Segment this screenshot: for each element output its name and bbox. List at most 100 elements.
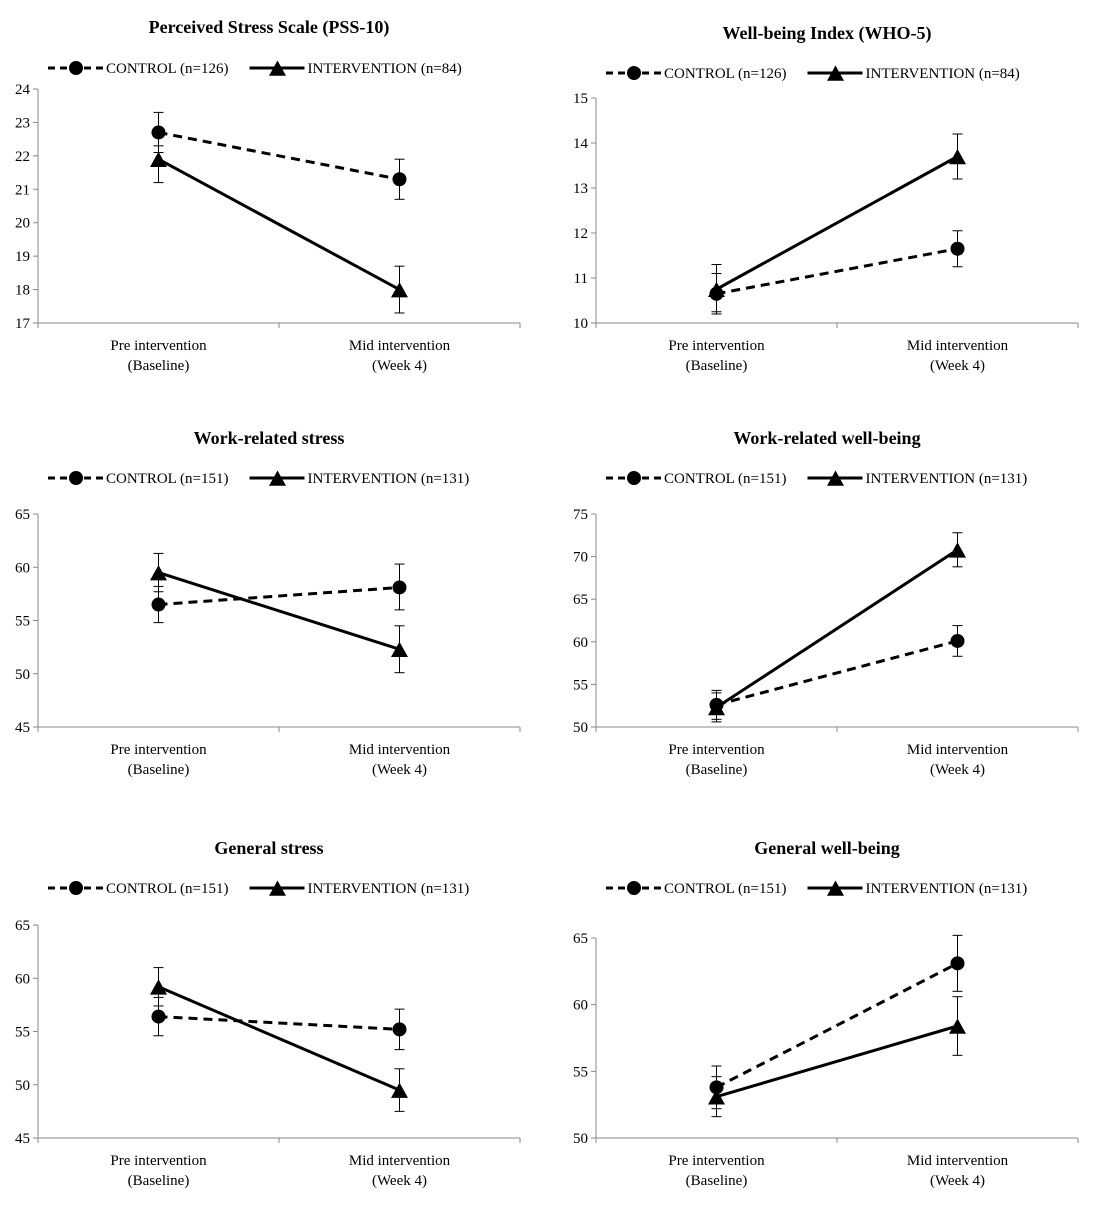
y-tick-label: 23 bbox=[15, 115, 30, 131]
y-tick-label: 55 bbox=[573, 677, 588, 693]
series-line bbox=[716, 1024, 958, 1099]
data-point bbox=[150, 979, 167, 995]
legend-marker-control bbox=[627, 881, 641, 895]
y-tick-label: 65 bbox=[15, 918, 30, 934]
y-tick-label: 50 bbox=[15, 667, 30, 683]
legend-label-control: CONTROL (n=126) bbox=[664, 66, 786, 82]
chart-panel-6: General well-being CONTROL (n=151) INTERVE… bbox=[573, 838, 1079, 1189]
legend-marker-intervention bbox=[269, 60, 286, 76]
series-line bbox=[715, 961, 959, 1089]
x-tick-label: (Week 4) bbox=[930, 762, 985, 778]
chart-title: Well-being Index (WHO-5) bbox=[722, 23, 931, 44]
y-tick-label: 60 bbox=[15, 560, 30, 576]
legend-label-control: CONTROL (n=151) bbox=[664, 881, 786, 897]
series-control bbox=[709, 934, 965, 1110]
legend-label-control: CONTROL (n=151) bbox=[106, 471, 228, 487]
y-tick-label: 20 bbox=[15, 216, 30, 232]
legend-marker-intervention bbox=[827, 65, 844, 81]
data-point bbox=[708, 281, 725, 298]
series-line bbox=[157, 985, 401, 1092]
data-point bbox=[150, 151, 167, 167]
data-point bbox=[950, 633, 965, 648]
legend-label-control: CONTROL (n=126) bbox=[106, 61, 228, 77]
y-tick-label: 10 bbox=[573, 316, 588, 332]
series-line bbox=[716, 247, 958, 296]
x-tick-label: (Week 4) bbox=[372, 762, 427, 778]
data-point bbox=[392, 580, 407, 595]
y-tick-label: 45 bbox=[15, 720, 30, 736]
legend-label-intervention: INTERVENTION (n=131) bbox=[866, 471, 1028, 487]
y-tick-label: 60 bbox=[573, 998, 588, 1014]
x-tick-label: (Week 4) bbox=[372, 1173, 427, 1189]
x-tick-label: Mid intervention bbox=[907, 742, 1009, 758]
data-point bbox=[150, 565, 167, 581]
series-control bbox=[709, 625, 965, 720]
data-point bbox=[950, 241, 965, 256]
x-tick-label: Pre intervention bbox=[110, 1153, 207, 1169]
series-line bbox=[158, 1015, 400, 1031]
series-control bbox=[151, 111, 407, 200]
y-tick-label: 18 bbox=[15, 283, 30, 299]
chart-title: Work-related well-being bbox=[733, 428, 920, 448]
y-tick-label: 13 bbox=[573, 181, 588, 197]
data-point bbox=[708, 1089, 725, 1105]
y-tick-label: 65 bbox=[573, 931, 588, 947]
legend-marker-control bbox=[69, 471, 83, 485]
legend-marker-intervention bbox=[269, 880, 286, 896]
x-tick-label: (Week 4) bbox=[930, 1173, 985, 1189]
data-point bbox=[949, 542, 966, 558]
data-point bbox=[151, 125, 166, 140]
series-intervention bbox=[150, 552, 408, 674]
y-tick-label: 55 bbox=[573, 1064, 588, 1080]
series-intervention bbox=[150, 145, 408, 314]
x-tick-label: (Baseline) bbox=[128, 358, 190, 374]
x-tick-label: Pre intervention bbox=[668, 1153, 765, 1169]
series-line bbox=[715, 548, 959, 709]
series-intervention bbox=[150, 967, 408, 1112]
y-tick-label: 55 bbox=[15, 614, 30, 630]
legend-marker-intervention bbox=[827, 470, 844, 486]
x-tick-label: Mid intervention bbox=[349, 742, 451, 758]
data-point bbox=[708, 699, 725, 716]
y-tick-label: 65 bbox=[573, 592, 588, 608]
legend-label-intervention: INTERVENTION (n=84) bbox=[866, 66, 1020, 82]
series-control bbox=[151, 563, 407, 624]
y-tick-label: 21 bbox=[15, 182, 30, 198]
legend-marker-control bbox=[627, 66, 641, 80]
series-line bbox=[715, 155, 959, 291]
x-tick-label: (Week 4) bbox=[372, 358, 427, 374]
y-tick-label: 50 bbox=[573, 720, 588, 736]
series-intervention bbox=[708, 996, 966, 1118]
y-tick-label: 70 bbox=[573, 550, 588, 566]
y-tick-label: 50 bbox=[15, 1078, 30, 1094]
x-tick-label: Pre intervention bbox=[668, 338, 765, 354]
data-point bbox=[391, 282, 408, 298]
data-point bbox=[391, 641, 408, 658]
legend-label-control: CONTROL (n=151) bbox=[106, 881, 228, 897]
x-tick-label: (Baseline) bbox=[686, 1173, 748, 1189]
data-point bbox=[392, 1022, 407, 1037]
y-tick-label: 60 bbox=[15, 971, 30, 987]
series-intervention bbox=[708, 133, 966, 313]
y-tick-label: 11 bbox=[574, 271, 588, 287]
y-tick-label: 12 bbox=[573, 226, 588, 242]
data-point bbox=[151, 597, 166, 612]
data-point bbox=[391, 1082, 408, 1098]
x-tick-label: (Baseline) bbox=[128, 1173, 190, 1189]
chart-title: Work-related stress bbox=[194, 428, 345, 448]
y-tick-label: 15 bbox=[573, 91, 588, 107]
x-tick-label: (Baseline) bbox=[128, 762, 190, 778]
y-tick-label: 75 bbox=[573, 507, 588, 523]
data-point bbox=[151, 1009, 166, 1024]
y-tick-label: 14 bbox=[573, 136, 589, 152]
chart-panel-1: Perceived Stress Scale (PSS-10) CONTROL (… bbox=[15, 17, 521, 374]
series-line bbox=[158, 571, 400, 651]
chart-title: General well-being bbox=[754, 838, 899, 858]
y-tick-label: 60 bbox=[573, 635, 588, 651]
x-tick-label: Pre intervention bbox=[668, 742, 765, 758]
series-line bbox=[157, 157, 401, 291]
series-line bbox=[716, 639, 958, 707]
y-tick-label: 50 bbox=[573, 1131, 588, 1147]
legend-label-intervention: INTERVENTION (n=131) bbox=[866, 881, 1028, 897]
